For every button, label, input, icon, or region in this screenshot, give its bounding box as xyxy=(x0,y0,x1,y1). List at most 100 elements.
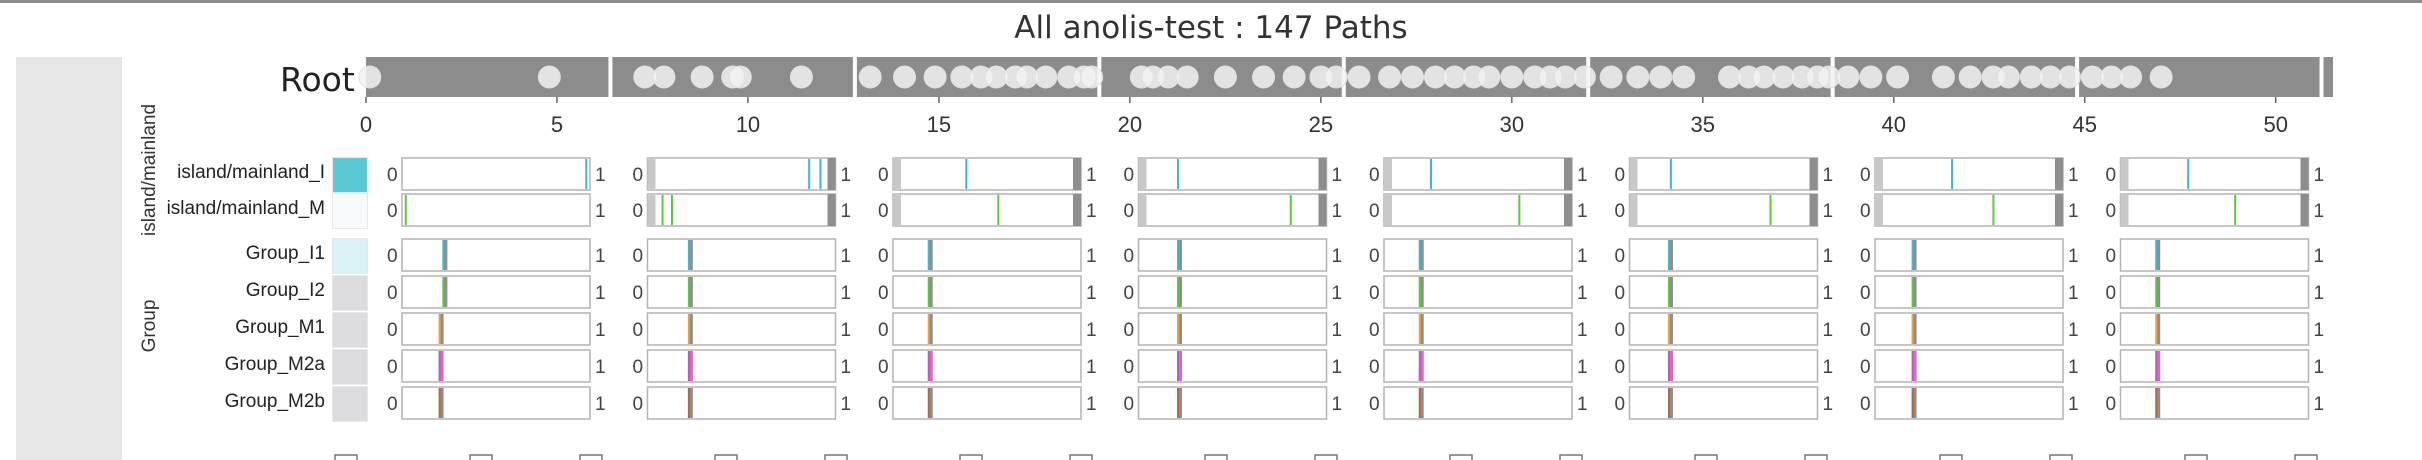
bar-edge-cap xyxy=(1384,194,1392,226)
path-marker xyxy=(2187,159,2190,189)
bar-edge-cap xyxy=(1875,158,1883,190)
row-color-swatch[interactable] xyxy=(332,238,368,274)
scale-min-label: 0 xyxy=(387,394,398,415)
proportion-bar xyxy=(1137,386,1328,420)
root-point xyxy=(537,65,561,89)
root-point xyxy=(728,65,752,89)
path-marker xyxy=(2155,351,2159,381)
scale-max-label: 1 xyxy=(2068,394,2079,415)
scale-max-label: 1 xyxy=(2068,246,2079,267)
scale-min-label: 0 xyxy=(1860,357,1871,378)
scale-min-label: 0 xyxy=(1124,283,1135,304)
scale-max-label: 1 xyxy=(595,165,606,186)
row-color-swatch[interactable] xyxy=(332,386,368,422)
path-marker xyxy=(1178,314,1182,344)
scale-min-label: 0 xyxy=(633,165,644,186)
path-marker xyxy=(687,388,691,418)
proportion-bar xyxy=(1628,386,1819,420)
scale-max-label: 1 xyxy=(2314,283,2325,304)
path-marker xyxy=(2157,351,2161,381)
root-timeline[interactable]: 0 5 10 15 20 25 30 35 40 45 50 xyxy=(0,0,2422,160)
scale-max-label: 1 xyxy=(1823,320,1834,341)
path-marker xyxy=(927,351,931,381)
proportion-bar xyxy=(646,349,837,383)
path-marker xyxy=(670,195,673,225)
scale-max-label: 1 xyxy=(595,320,606,341)
scale-max-label: 1 xyxy=(2068,283,2079,304)
proportion-bar xyxy=(1383,157,1573,191)
scale-min-label: 0 xyxy=(1369,357,1380,378)
path-marker xyxy=(1911,388,1915,418)
scale-max-label: 1 xyxy=(2314,201,2325,222)
scale-max-label: 1 xyxy=(1577,320,1588,341)
scale-min-label: 0 xyxy=(1860,394,1871,415)
scale-min-label: 0 xyxy=(1369,165,1380,186)
root-point xyxy=(1572,65,1596,89)
row-color-swatch[interactable] xyxy=(332,157,368,193)
row-color-swatch[interactable] xyxy=(332,193,368,229)
root-point xyxy=(858,65,882,89)
path-marker xyxy=(687,240,691,270)
bar-edge-cap xyxy=(1629,194,1638,226)
scale-max-label: 1 xyxy=(1332,283,1343,304)
proportion-bar xyxy=(1628,157,1819,191)
root-point xyxy=(1931,65,1955,89)
scale-max-label: 1 xyxy=(595,357,606,378)
scale-max-label: 1 xyxy=(1823,165,1834,186)
proportion-bar xyxy=(2119,386,2310,420)
path-marker xyxy=(1911,240,1915,270)
scale-max-label: 1 xyxy=(1086,394,1097,415)
axis-tick-label: 35 xyxy=(1691,112,1715,137)
path-marker xyxy=(819,159,822,189)
proportion-bar xyxy=(2119,238,2310,272)
scale-min-label: 0 xyxy=(633,201,644,222)
scale-max-label: 1 xyxy=(2314,165,2325,186)
bar-edge-cap xyxy=(1073,158,1081,190)
bar-edge-cap xyxy=(2055,158,2063,190)
scale-min-label: 0 xyxy=(1615,283,1626,304)
proportion-bar xyxy=(401,238,591,272)
root-point xyxy=(1626,65,1650,89)
proportion-bar xyxy=(892,386,1082,420)
root-point xyxy=(789,65,813,89)
root-point xyxy=(1599,65,1623,89)
bottom-control xyxy=(1069,454,1093,460)
path-marker xyxy=(1911,277,1915,307)
scale-max-label: 1 xyxy=(2068,357,2079,378)
root-point xyxy=(1080,65,1104,89)
scale-max-label: 1 xyxy=(1332,394,1343,415)
path-marker xyxy=(1913,388,1917,418)
path-marker xyxy=(1178,277,1182,307)
scale-max-label: 1 xyxy=(1577,394,1588,415)
scale-min-label: 0 xyxy=(2106,201,2117,222)
path-marker xyxy=(1420,240,1424,270)
scale-max-label: 1 xyxy=(1823,246,1834,267)
scale-min-label: 0 xyxy=(1369,320,1380,341)
path-marker xyxy=(1951,159,1954,189)
axis-tick-label: 20 xyxy=(1118,112,1142,137)
path-marker xyxy=(440,351,444,381)
proportion-bar xyxy=(1628,275,1819,309)
proportion-bar xyxy=(1383,312,1573,346)
row-color-swatch[interactable] xyxy=(332,349,368,385)
proportion-bar xyxy=(401,157,591,191)
row-label: Group_M2b xyxy=(224,391,325,412)
scale-min-label: 0 xyxy=(1615,320,1626,341)
root-point xyxy=(1996,65,2020,89)
row-label: Group_M2a xyxy=(224,354,325,375)
row-color-swatch[interactable] xyxy=(332,312,368,348)
proportion-bar xyxy=(401,386,591,420)
proportion-bar xyxy=(892,312,1082,346)
path-marker xyxy=(2155,314,2159,344)
scale-max-label: 1 xyxy=(1086,165,1097,186)
bar-edge-cap xyxy=(893,194,901,226)
path-marker xyxy=(1418,351,1422,381)
scale-min-label: 0 xyxy=(1124,394,1135,415)
row-label: Group_I1 xyxy=(245,243,325,264)
proportion-bar xyxy=(1874,275,2064,309)
scale-min-label: 0 xyxy=(1124,201,1135,222)
row-color-swatch[interactable] xyxy=(332,275,368,311)
scale-min-label: 0 xyxy=(1615,394,1626,415)
bar-edge-cap xyxy=(1809,158,1818,190)
path-marker xyxy=(1911,314,1915,344)
